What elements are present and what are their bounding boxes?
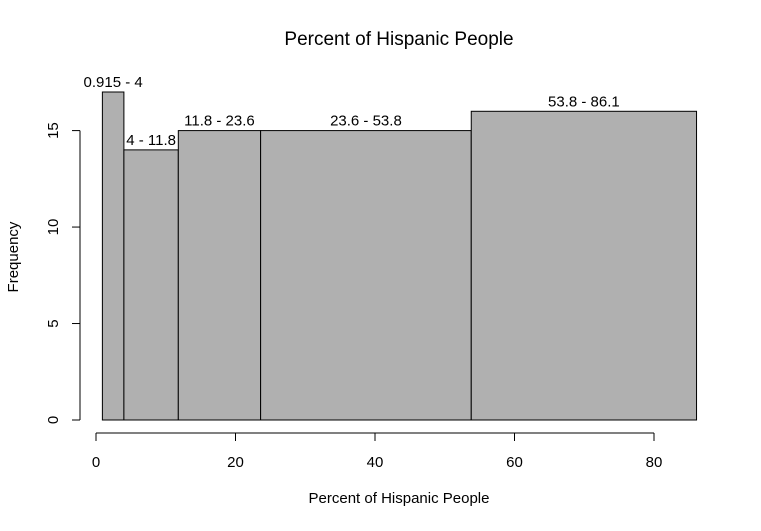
x-tick-label-60: 60 bbox=[506, 454, 523, 471]
bar-labels-group: 0.915 - 4 4 - 11.8 11.8 - 23.6 23.6 - 53.8 5… bbox=[84, 74, 620, 149]
bar-label-3: 11.8 - 23.6 bbox=[184, 113, 255, 130]
histogram-bar-1 bbox=[101, 91, 125, 421]
x-axis-label: Percent of Hispanic People bbox=[309, 490, 490, 507]
bar-label-2: 4 - 11.8 bbox=[126, 132, 176, 149]
y-tick-label-15: 15 bbox=[45, 122, 62, 139]
y-axis: 0 5 10 15 bbox=[45, 122, 81, 424]
x-tick-label-0: 0 bbox=[92, 454, 100, 471]
bar-label-4: 23.6 - 53.8 bbox=[330, 113, 402, 130]
y-tick-label-5: 5 bbox=[45, 319, 62, 327]
bar-label-1: 0.915 - 4 bbox=[84, 74, 143, 91]
y-axis-label: Frequency bbox=[5, 221, 22, 292]
histogram-bar-4 bbox=[260, 130, 472, 421]
histogram-bar-3 bbox=[177, 130, 262, 421]
bars-group bbox=[101, 91, 698, 421]
x-axis: 0 20 40 60 80 bbox=[92, 432, 663, 471]
histogram-bar-2 bbox=[123, 149, 179, 421]
chart-title: Percent of Hispanic People bbox=[284, 29, 513, 50]
histogram-bar-5 bbox=[470, 110, 698, 421]
x-tick-label-40: 40 bbox=[367, 454, 384, 471]
x-tick-label-80: 80 bbox=[646, 454, 663, 471]
bar-label-5: 53.8 - 86.1 bbox=[548, 93, 620, 110]
y-tick-label-0: 0 bbox=[45, 416, 62, 424]
y-tick-label-10: 10 bbox=[45, 219, 62, 236]
x-tick-label-20: 20 bbox=[227, 454, 244, 471]
